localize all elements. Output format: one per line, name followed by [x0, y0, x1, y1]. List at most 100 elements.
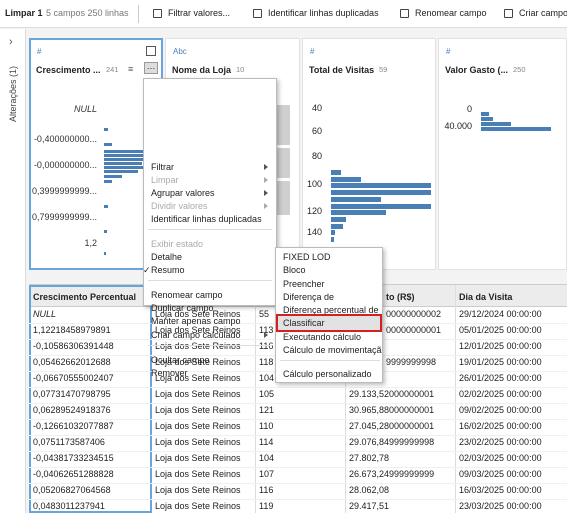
menu-item[interactable]: FIXED LOD: [283, 252, 331, 262]
toolbar-action[interactable]: Identificar linhas duplicadas: [268, 8, 379, 18]
cell: 16/02/2025 00:00:00: [459, 421, 542, 431]
cell: 121: [259, 405, 275, 415]
menu-item[interactable]: Bloco: [283, 265, 306, 275]
type-icon: #: [310, 47, 315, 56]
menu-item[interactable]: Renomear campo: [151, 290, 223, 300]
cell: -0,12661032077887: [33, 421, 114, 431]
cell: Loja dos Sete Reinos: [155, 453, 241, 463]
menu-item[interactable]: Resumo: [151, 265, 185, 275]
profile-card[interactable]: [302, 38, 436, 270]
axis-label: 0,3999999999...: [31, 186, 97, 196]
cell: 118: [259, 357, 274, 367]
toolbar-icon[interactable]: [253, 9, 262, 18]
type-icon: Abc: [173, 47, 187, 56]
axis-label: 0: [466, 104, 472, 114]
column-header[interactable]: Dia da Visita: [459, 292, 513, 302]
column-header[interactable]: to (R$): [386, 292, 415, 302]
column-divider: [455, 285, 456, 513]
histogram-bar: [331, 197, 381, 202]
cell: 27.802,78: [349, 453, 390, 463]
menu-separator: [148, 229, 272, 230]
cell: 29.417,51: [349, 501, 390, 511]
cell: 110: [259, 421, 274, 431]
menu-item[interactable]: Preencher: [283, 279, 325, 289]
toolbar: [0, 0, 567, 28]
menu-item[interactable]: Cálculo personalizado: [283, 369, 372, 379]
menu-item[interactable]: Criar campo calculado: [151, 330, 241, 340]
submenu-arrow: [264, 164, 268, 170]
axis-label: 1,2: [84, 238, 97, 248]
row-divider: [29, 467, 567, 468]
cell: 29/12/2024 00:00:00: [459, 309, 542, 319]
toolbar-action[interactable]: Filtrar valores...: [168, 8, 231, 18]
histogram-bar: [104, 175, 122, 178]
menu-item[interactable]: Executando cálculo: [283, 332, 362, 342]
menu-item[interactable]: Remover: [151, 368, 188, 378]
more-button[interactable]: …: [144, 62, 158, 74]
sort-icon[interactable]: ≡: [128, 64, 134, 74]
selection-outline: [276, 314, 382, 332]
column-header[interactable]: Crescimento Percentual: [33, 292, 137, 302]
menu-item[interactable]: Manter apenas campo: [151, 316, 241, 326]
field-name: Total de Visitas: [309, 65, 375, 75]
menu-item[interactable]: Cálculo de movimentação: [283, 345, 383, 355]
sidebar-chevron[interactable]: ›: [9, 36, 13, 48]
histogram-bar: [277, 148, 290, 178]
card-icon[interactable]: [146, 46, 156, 56]
cell: 29.076,84999999998: [349, 437, 435, 447]
toolbar-icon[interactable]: [400, 9, 409, 18]
cell: 09/03/2025 00:00:00: [459, 469, 542, 479]
histogram-bar: [331, 237, 334, 242]
toolbar-action[interactable]: Criar campo: [519, 8, 567, 18]
cell: 02/03/2025 00:00:00: [459, 453, 542, 463]
menu-item[interactable]: Filtrar: [151, 162, 174, 172]
sidebar-label[interactable]: Alterações (1): [8, 65, 18, 123]
cell: 55: [259, 309, 270, 319]
menu-item[interactable]: Diferença de: [283, 292, 335, 302]
cell: Loja dos Sete Reinos: [155, 325, 241, 335]
cell: Loja dos Sete Reinos: [155, 389, 241, 399]
type-icon: #: [37, 47, 42, 56]
menu-item[interactable]: Agrupar valores: [151, 188, 215, 198]
histogram-bar: [104, 170, 138, 173]
cell: 05/01/2025 00:00:00: [459, 325, 542, 335]
menu-item[interactable]: Ocultar campo: [151, 355, 210, 365]
axis-label: 80: [311, 151, 322, 161]
field-count: 10: [236, 65, 245, 74]
toolbar-action[interactable]: Renomear campo: [415, 8, 487, 18]
cell: 1,12218458979891: [33, 325, 111, 335]
cell: -0,10586306391448: [33, 341, 114, 351]
menu-item[interactable]: Identificar linhas duplicadas: [151, 214, 262, 224]
cell: 23/02/2025 00:00:00: [459, 437, 542, 447]
cell: 0,05206827064568: [33, 485, 111, 495]
menu-item[interactable]: Detalhe: [151, 252, 183, 262]
column-divider: [345, 285, 346, 513]
toolbar-icon[interactable]: [504, 9, 513, 18]
submenu-arrow: [264, 190, 268, 196]
menu-item[interactable]: Duplicar campo: [151, 303, 214, 313]
histogram-bar: [104, 154, 144, 157]
axis-label: 100: [306, 179, 322, 189]
toolbar-icon[interactable]: [153, 9, 162, 18]
histogram-bar: [331, 190, 431, 195]
row-divider: [29, 403, 567, 404]
cell: 104: [259, 373, 275, 383]
menu-item[interactable]: Diferença percentual de: [283, 305, 379, 315]
cell: 9999999998: [386, 357, 437, 367]
histogram-bar: [104, 180, 112, 183]
histogram-bar: [331, 204, 431, 209]
row-divider: [29, 419, 567, 420]
field-count: 59: [379, 65, 388, 74]
row-divider: [29, 483, 567, 484]
menu-item[interactable]: Classificar: [283, 318, 325, 328]
histogram-bar: [331, 230, 335, 235]
menu-separator: [148, 345, 272, 346]
cell: Loja dos Sete Reinos: [155, 357, 241, 367]
field-name: Nome da Loja: [172, 65, 232, 75]
field-count: 241: [106, 65, 119, 74]
cell: Loja dos Sete Reinos: [155, 485, 241, 495]
menu-item: Exibir estado: [151, 239, 204, 249]
axis-label: 40.000: [444, 121, 472, 131]
cell: Loja dos Sete Reinos: [155, 469, 241, 479]
